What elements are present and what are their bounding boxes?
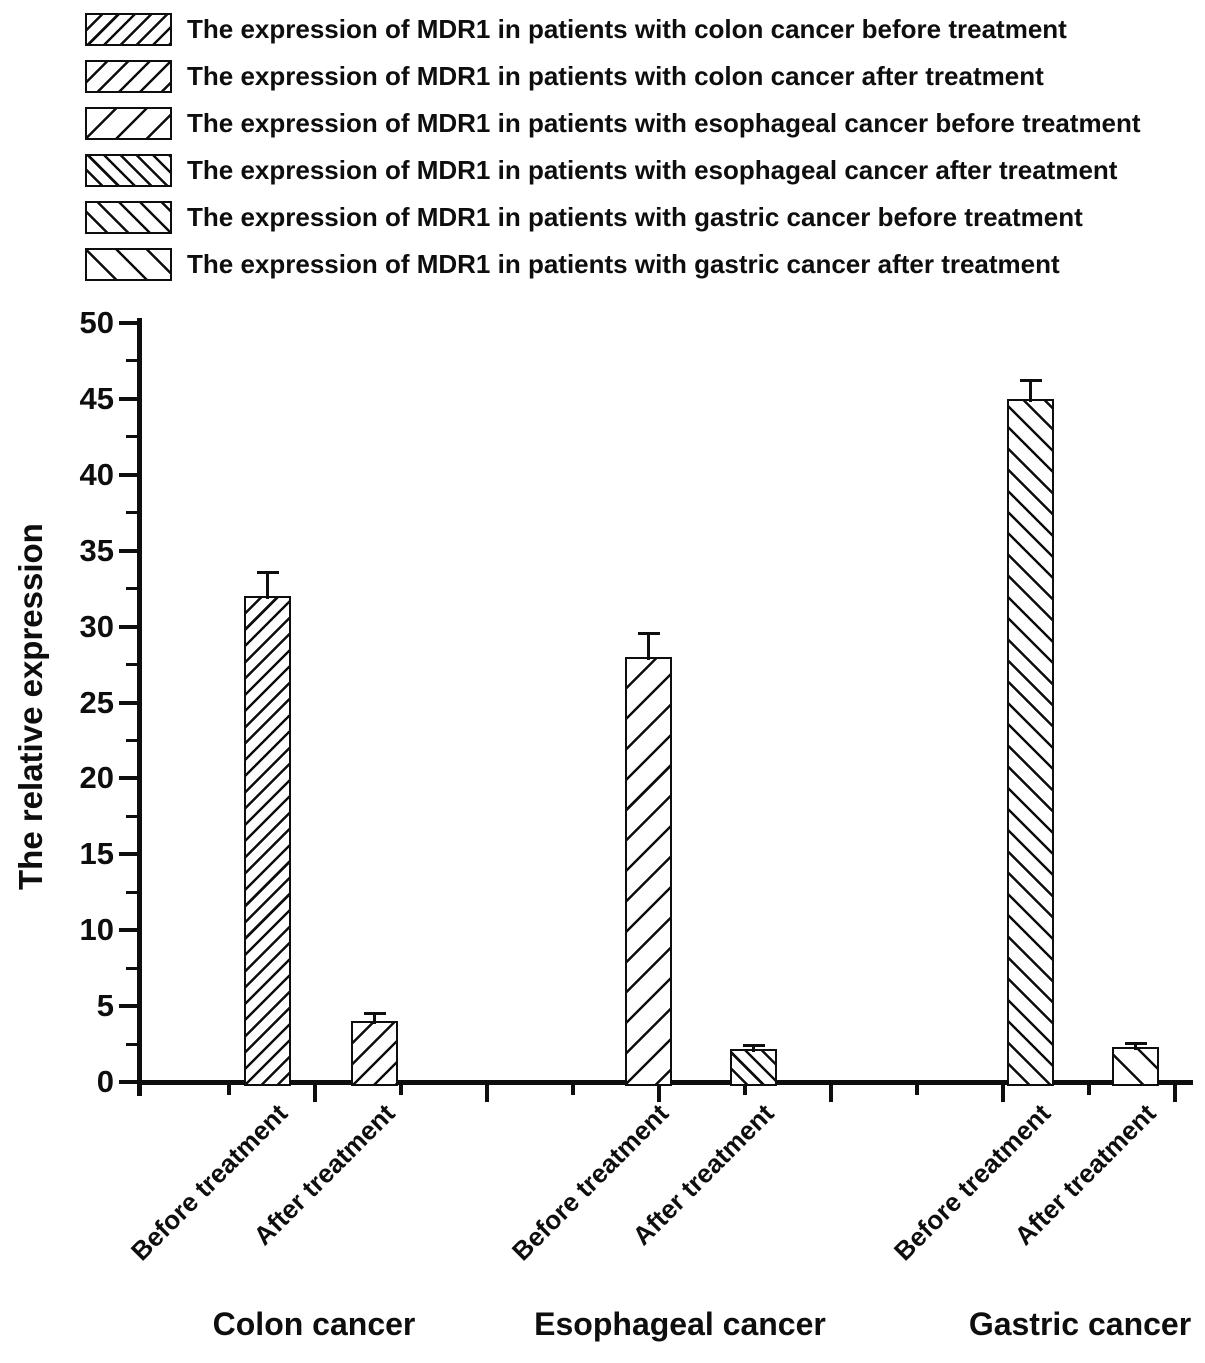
y-minor-tick xyxy=(126,738,138,742)
legend-row: The expression of MDR1 in patients with … xyxy=(85,247,1141,281)
y-major-tick xyxy=(119,472,138,477)
y-tick-label: 35 xyxy=(79,532,114,568)
x-minor-tick xyxy=(227,1085,231,1095)
legend-swatch-back-sparse xyxy=(85,247,172,281)
group-label-gastric-cancer: Gastric cancer xyxy=(968,1306,1192,1342)
error-bar-cap-esophageal-cancer-after-treatment xyxy=(742,1043,765,1047)
bar-colon-cancer-after-treatment xyxy=(351,1021,398,1086)
error-bar-cap-esophageal-cancer-before-treatment xyxy=(637,632,660,636)
legend-label: The expression of MDR1 in patients with … xyxy=(187,60,1044,91)
x-major-tick xyxy=(657,1085,661,1102)
x-major-tick xyxy=(1001,1085,1005,1102)
y-major-tick xyxy=(119,776,138,781)
group-label-colon-cancer: Colon cancer xyxy=(212,1306,416,1342)
y-axis-line xyxy=(137,318,142,1096)
y-major-tick xyxy=(119,700,138,705)
legend-swatch-forward-dense xyxy=(85,12,172,46)
y-minor-tick xyxy=(126,511,138,515)
y-tick-label: 10 xyxy=(79,912,114,948)
y-major-tick xyxy=(119,928,138,933)
y-minor-tick xyxy=(126,814,138,818)
x-major-tick xyxy=(313,1085,317,1102)
x-minor-tick xyxy=(399,1085,403,1095)
x-major-tick xyxy=(1173,1085,1177,1102)
y-major-tick xyxy=(119,624,138,629)
legend-row: The expression of MDR1 in patients with … xyxy=(85,59,1141,93)
y-tick-label: 20 xyxy=(79,760,114,796)
error-bar-stem-gastric-cancer-before-treatment xyxy=(1029,379,1032,402)
legend-label: The expression of MDR1 in patients with … xyxy=(187,154,1118,185)
x-minor-tick xyxy=(915,1085,919,1095)
x-minor-tick xyxy=(571,1085,575,1095)
chart-legend: The expression of MDR1 in patients with … xyxy=(85,12,1141,294)
error-bar-cap-gastric-cancer-before-treatment xyxy=(1019,378,1042,382)
y-minor-tick xyxy=(126,587,138,591)
x-major-tick xyxy=(485,1085,489,1102)
legend-swatch-back-medium xyxy=(85,200,172,234)
bar-esophageal-cancer-before-treatment xyxy=(625,656,672,1086)
legend-label: The expression of MDR1 in patients with … xyxy=(187,248,1060,279)
y-minor-tick xyxy=(126,663,138,667)
y-tick-label: 30 xyxy=(79,608,114,644)
y-tick-label: 50 xyxy=(79,305,114,340)
x-major-tick xyxy=(829,1085,833,1102)
y-tick-label: 15 xyxy=(79,836,114,872)
error-bar-stem-esophageal-cancer-before-treatment xyxy=(647,633,650,660)
y-minor-tick xyxy=(126,435,138,439)
y-tick-label: 45 xyxy=(79,380,114,416)
error-bar-stem-gastric-cancer-after-treatment xyxy=(1134,1043,1137,1051)
legend-label: The expression of MDR1 in patients with … xyxy=(187,107,1141,138)
legend-row: The expression of MDR1 in patients with … xyxy=(85,153,1141,187)
legend-swatch-forward-sparse xyxy=(85,106,172,140)
bar-esophageal-cancer-after-treatment xyxy=(730,1048,777,1086)
error-bar-stem-colon-cancer-before-treatment xyxy=(266,572,269,600)
legend-label: The expression of MDR1 in patients with … xyxy=(187,13,1067,44)
error-bar-cap-colon-cancer-before-treatment xyxy=(256,571,279,575)
y-major-tick xyxy=(119,396,138,401)
y-tick-label: 5 xyxy=(96,988,114,1024)
y-tick-label: 0 xyxy=(96,1064,114,1099)
y-minor-tick xyxy=(126,1042,138,1046)
y-minor-tick xyxy=(126,359,138,363)
bar-gastric-cancer-after-treatment xyxy=(1112,1047,1159,1086)
legend-label: The expression of MDR1 in patients with … xyxy=(187,201,1083,232)
legend-row: The expression of MDR1 in patients with … xyxy=(85,106,1141,140)
error-bar-cap-gastric-cancer-after-treatment xyxy=(1124,1042,1147,1046)
legend-swatch-back-dense xyxy=(85,153,172,187)
y-minor-tick xyxy=(126,890,138,894)
y-major-tick xyxy=(119,852,138,857)
legend-swatch-forward-medium xyxy=(85,59,172,93)
bar-colon-cancer-before-treatment xyxy=(244,596,291,1086)
error-bar-stem-colon-cancer-after-treatment xyxy=(373,1012,376,1025)
y-major-tick xyxy=(119,1080,138,1084)
bar-gastric-cancer-before-treatment xyxy=(1007,398,1054,1086)
group-label-esophageal-cancer: Esophageal cancer xyxy=(534,1306,826,1342)
y-tick-label: 25 xyxy=(79,684,114,720)
legend-row: The expression of MDR1 in patients with … xyxy=(85,200,1141,234)
legend-row: The expression of MDR1 in patients with … xyxy=(85,12,1141,46)
y-major-tick xyxy=(119,1004,138,1009)
x-minor-tick xyxy=(1087,1085,1091,1095)
y-major-tick xyxy=(119,321,138,325)
y-tick-label: 40 xyxy=(79,456,114,492)
y-major-tick xyxy=(119,548,138,553)
error-bar-stem-esophageal-cancer-after-treatment xyxy=(752,1044,755,1052)
error-bar-cap-colon-cancer-after-treatment xyxy=(363,1011,386,1015)
x-minor-tick xyxy=(743,1085,747,1095)
y-minor-tick xyxy=(126,966,138,970)
